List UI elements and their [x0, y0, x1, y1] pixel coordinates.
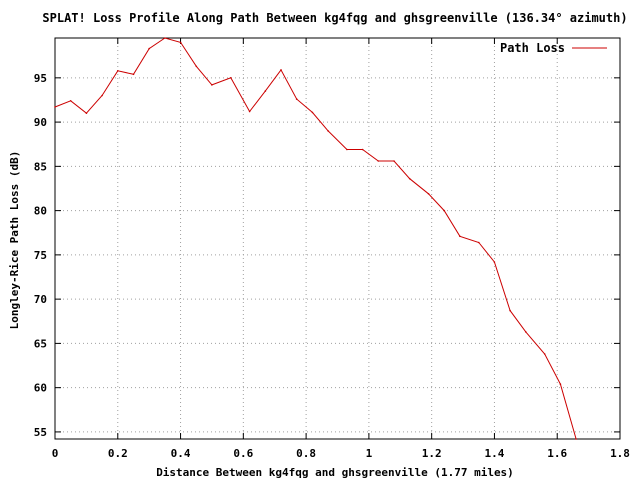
x-tick-label: 0.2 [108, 447, 128, 460]
data-point [427, 193, 430, 195]
y-tick-label: 55 [34, 426, 47, 439]
data-point [509, 309, 511, 312]
data-point [117, 70, 119, 72]
y-axis-label: Longley-Rice Path Loss (dB) [8, 151, 21, 330]
data-points [54, 37, 577, 440]
data-point [478, 241, 480, 244]
x-tick-label: 1.6 [547, 447, 567, 460]
data-point [311, 111, 314, 114]
y-tick-label: 80 [34, 205, 47, 218]
data-point [408, 177, 411, 180]
data-point [346, 148, 348, 151]
x-tick-label: 0 [52, 447, 59, 460]
data-point [280, 69, 282, 71]
data-point [230, 77, 232, 79]
axis-ticks: 0 0.2 0.4 0.6 0.8 1 1.2 1.4 1.6 1.8 55 60 65 70 75 80 85… [34, 38, 630, 460]
data-point [69, 100, 72, 102]
y-tick-label: 90 [34, 116, 47, 129]
data-point [443, 209, 446, 212]
data-point [248, 110, 251, 113]
data-point [195, 65, 198, 68]
data-point [525, 331, 527, 333]
data-point [101, 94, 103, 97]
data-point [211, 84, 213, 86]
data-point [393, 160, 395, 162]
data-point [575, 438, 577, 440]
data-point [132, 73, 135, 76]
data-point [264, 90, 267, 92]
x-tick-label: 1.4 [485, 447, 505, 460]
data-point [493, 261, 496, 263]
chart-title: SPLAT! Loss Profile Along Path Between k… [42, 11, 627, 25]
x-tick-label: 1.8 [610, 447, 630, 460]
data-point [164, 37, 166, 39]
data-point [148, 47, 150, 50]
data-point [459, 235, 461, 238]
x-tick-label: 0.4 [171, 447, 191, 460]
y-tick-label: 95 [34, 72, 47, 85]
legend-label: Path Loss [500, 41, 565, 55]
y-tick-label: 75 [34, 249, 47, 262]
x-tick-label: 1 [366, 447, 373, 460]
y-tick-label: 70 [34, 293, 47, 306]
data-point [361, 148, 364, 151]
series-path-loss-line [54, 37, 577, 440]
x-tick-label: 1.2 [422, 447, 442, 460]
data-point [179, 41, 182, 44]
y-tick-label: 60 [34, 382, 47, 395]
x-axis-label: Distance Between kg4fqg and ghsgreenvill… [156, 466, 514, 479]
y-tick-label: 85 [34, 160, 47, 173]
x-tick-label: 0.8 [296, 447, 316, 460]
x-tick-label: 0.6 [233, 447, 253, 460]
grid [55, 38, 620, 439]
data-point [54, 106, 56, 108]
data-point [543, 353, 546, 355]
data-point [377, 160, 380, 162]
data-point [559, 383, 562, 385]
data-point [85, 112, 88, 114]
y-tick-label: 65 [34, 337, 47, 350]
data-point [327, 130, 329, 132]
legend: Path Loss [500, 41, 607, 55]
data-point [295, 98, 298, 100]
plot-frame [54, 37, 621, 440]
